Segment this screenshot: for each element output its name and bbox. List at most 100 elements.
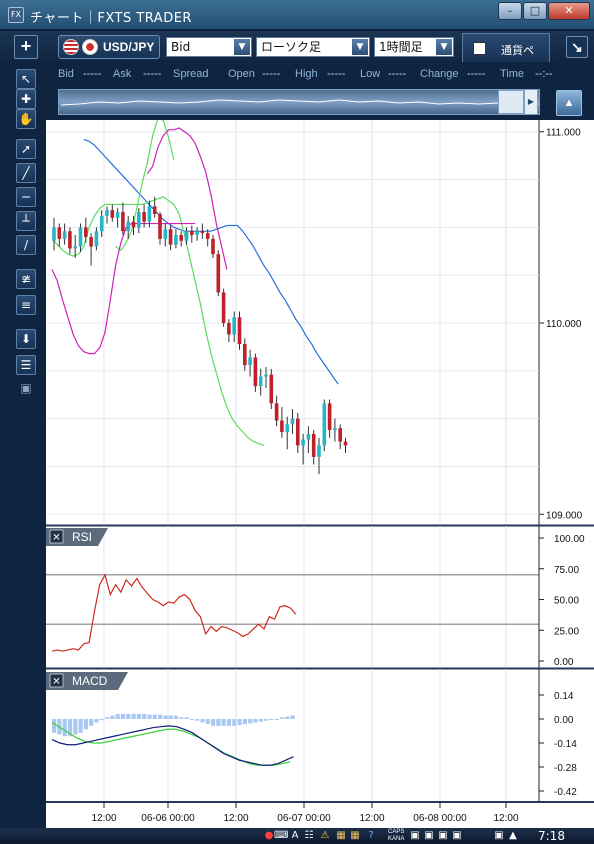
candle-body-4 [73, 246, 77, 249]
price-type-select[interactable]: Bid ▼ [166, 37, 252, 57]
candle-body-6 [84, 227, 88, 237]
bb-middle-line [83, 138, 339, 385]
add-chart-button[interactable]: + [14, 35, 38, 59]
folder-icon-2[interactable]: ▦ [350, 830, 360, 841]
quote-value-high: ----- [327, 68, 346, 80]
close-macd-icon[interactable] [49, 673, 64, 688]
macd-bar-2 [62, 719, 67, 737]
candle-body-21 [163, 229, 168, 239]
tray-icon-6[interactable]: ▲ [509, 830, 517, 841]
bb-lower2-line [146, 127, 228, 270]
navigator-right-arrow-icon[interactable]: ▶ [524, 89, 538, 115]
time-tick-label-3: 06-07 00:00 [277, 813, 331, 824]
security-icon[interactable]: ⚠ [320, 830, 330, 841]
chart-navigator[interactable] [58, 89, 540, 115]
candle-body-54 [338, 428, 342, 442]
rsi-tick-label-1: 75.00 [554, 565, 579, 576]
candle-body-47 [301, 439, 305, 446]
list-icon[interactable]: ☰ [16, 355, 36, 375]
macd-bar-26 [189, 719, 194, 720]
chart-toolbar: + USD/JPY Bid ▼ ローソク足 ▼ 1時間足 ▼ 通貨ペ ↘ [0, 31, 594, 63]
currency-pair-button[interactable]: USD/JPY [58, 35, 160, 59]
maximize-icon[interactable]: □ [523, 2, 547, 20]
tab-label: 通貨ペ [501, 44, 534, 57]
hand-pan-icon[interactable]: ✋ [16, 109, 36, 129]
navigator-settings-icon[interactable]: ▲ [556, 90, 582, 116]
fibonacci-retracement-icon[interactable]: ≡ [16, 295, 36, 315]
candle-body-52 [327, 403, 332, 431]
parallel-lines-icon[interactable]: ∕ [16, 235, 36, 255]
candle-body-33 [227, 323, 231, 335]
drawing-tool-sidebar: ↖ ✚ ✋ ➚ ╱ ─ ┴ ∕ ≇ ≡ ⬇ ☰ ▣ [0, 63, 46, 828]
macd-line [51, 725, 294, 766]
candle-body-23 [174, 235, 178, 245]
price-type-value: Bid [171, 40, 191, 54]
chevron-down-icon[interactable]: ▼ [234, 39, 250, 55]
navigator-handle[interactable] [498, 90, 524, 114]
chart-canvas[interactable]: 111.000 110.000 109.000 100.00 75.00 50.00 25… [46, 120, 594, 828]
macd-bar-18 [147, 714, 152, 719]
expand-arrow-icon[interactable]: ↘ [566, 36, 588, 58]
candle-body-35 [237, 317, 242, 345]
tray-icon-1[interactable]: ▣ [410, 830, 420, 841]
macd-bar-6 [83, 719, 88, 730]
candle-body-17 [142, 212, 146, 222]
minimize-icon[interactable]: – [498, 2, 522, 20]
taskbar-clock: 7:18 [538, 829, 565, 843]
macd-bar-15 [131, 713, 136, 719]
keyboard-icon[interactable]: ⌨ [274, 830, 289, 841]
macd-bar-32 [221, 719, 226, 726]
chevron-down-icon[interactable]: ▼ [352, 39, 368, 55]
candle-body-1 [57, 227, 62, 239]
horizontal-line-icon[interactable]: ─ [16, 187, 36, 207]
record-icon[interactable]: ● [264, 830, 274, 841]
camera-icon[interactable]: ▣ [20, 381, 32, 395]
candle-body-16 [137, 212, 141, 228]
tray-icon-3[interactable]: ▣ [438, 830, 448, 841]
tray-icon-4[interactable]: ▣ [452, 830, 462, 841]
close-icon[interactable]: ✕ [548, 2, 590, 20]
chart-area[interactable]: 111.000 110.000 109.000 100.00 75.00 50.00 25… [46, 120, 594, 828]
trendline-icon[interactable]: ╱ [16, 163, 36, 183]
timeframe-select[interactable]: 1時間足 ▼ [374, 37, 454, 57]
vertical-line-icon[interactable]: ┴ [16, 211, 36, 231]
candle-body-45 [290, 418, 295, 425]
quote-value-open: ----- [262, 68, 281, 80]
folder-icon[interactable]: ▦ [336, 830, 346, 841]
macd-bar-21 [163, 715, 168, 719]
fx-app-icon[interactable]: FX [8, 7, 24, 23]
cursor-arrow-icon[interactable]: ↖ [16, 69, 36, 89]
macd-label: MACD [72, 674, 108, 688]
tray-icon-5[interactable]: ▣ [494, 830, 504, 841]
cursor-crosshair-icon[interactable]: ✚ [16, 89, 36, 109]
chevron-down-icon[interactable]: ▼ [436, 39, 452, 55]
help-icon[interactable]: ? [368, 830, 374, 841]
macd-bar-40 [264, 719, 269, 721]
macd-bar-38 [253, 719, 258, 723]
quote-value-change: ----- [467, 68, 486, 80]
fibonacci-fan-icon[interactable]: ≇ [16, 269, 36, 289]
a-mode-icon[interactable]: A [291, 830, 299, 841]
close-rsi-icon[interactable] [49, 529, 64, 544]
tab-checkbox[interactable] [473, 42, 486, 55]
macd-bar-5 [78, 719, 83, 733]
download-icon[interactable]: ⬇ [16, 329, 36, 349]
candle-body-29 [205, 233, 210, 239]
candlesticks [52, 196, 348, 475]
macd-tick-label-1: 0.00 [554, 715, 574, 726]
candle-body-13 [121, 212, 125, 232]
tray-icon-2[interactable]: ▣ [424, 830, 434, 841]
chart-type-select[interactable]: ローソク足 ▼ [256, 37, 370, 57]
currency-pair-tab[interactable]: 通貨ペ [462, 33, 550, 62]
quote-value-bid: ----- [83, 68, 102, 80]
candle-body-11 [110, 210, 115, 218]
candle-body-12 [115, 212, 120, 218]
network-icon[interactable]: ☷ [304, 830, 314, 841]
bb-upper2-line [51, 222, 196, 355]
quote-value-low: ----- [388, 68, 407, 80]
quote-label-ask: Ask [113, 68, 132, 80]
macd-bar-35 [237, 719, 242, 725]
trendline-marker-icon[interactable]: ➚ [16, 139, 36, 159]
macd-bar-28 [200, 719, 205, 723]
macd-bar-17 [142, 713, 147, 719]
